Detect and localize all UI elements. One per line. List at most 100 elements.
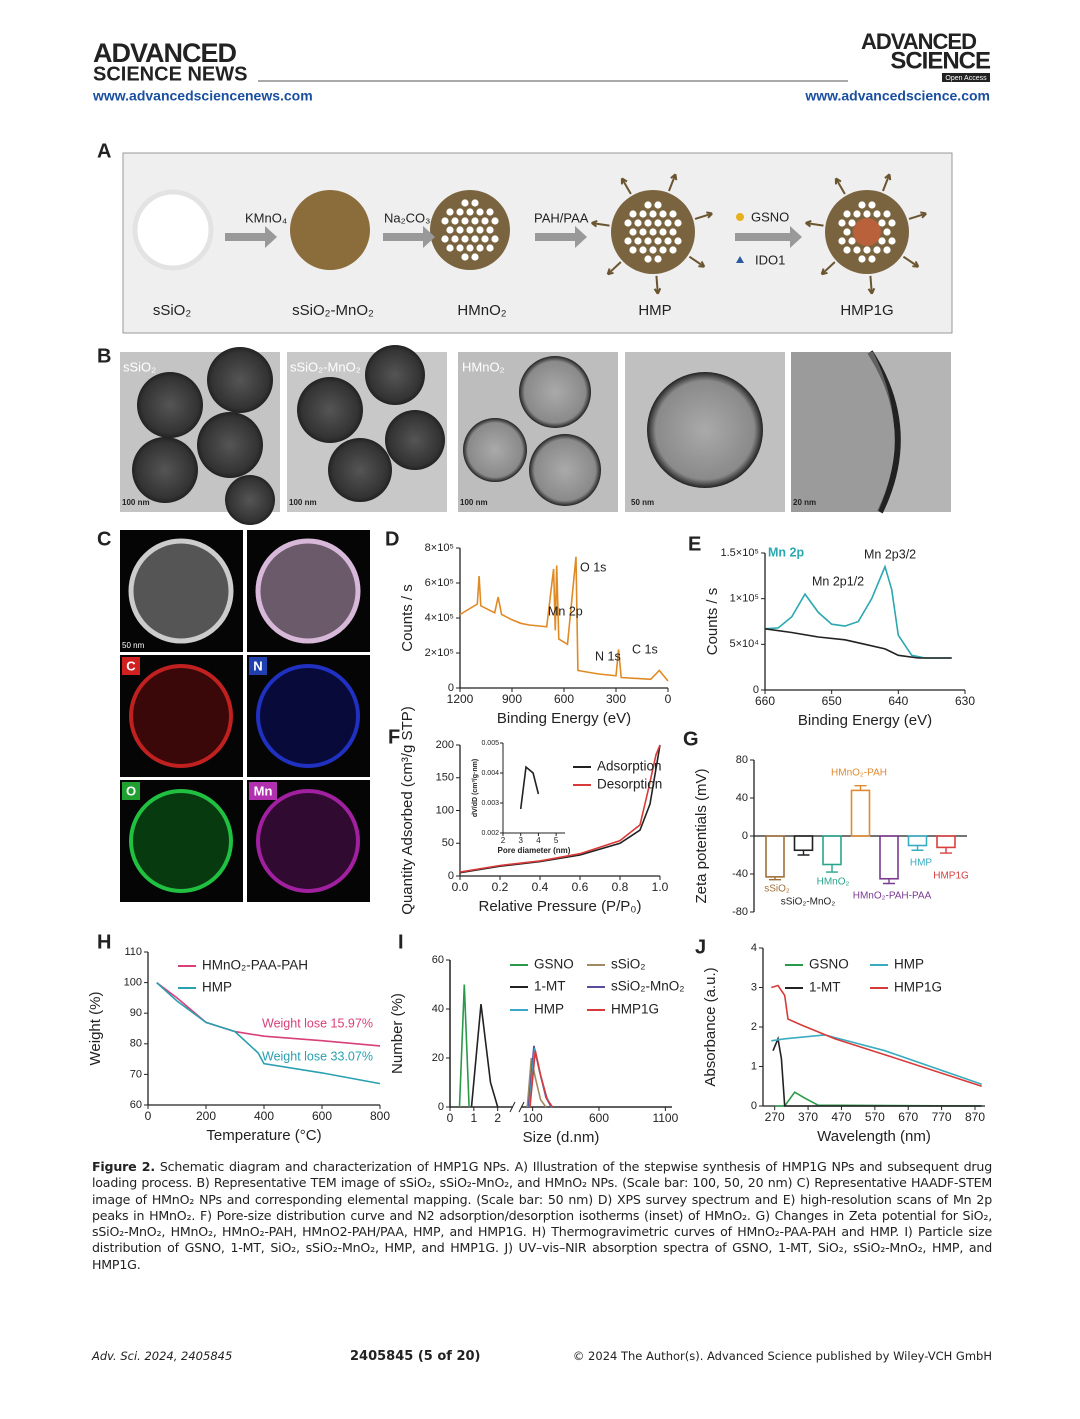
pore <box>674 219 682 227</box>
y-tick-label: 1×10⁵ <box>730 593 759 605</box>
bar <box>793 835 814 852</box>
pore <box>461 235 469 243</box>
y-axis-title: Number (%) <box>389 993 406 1074</box>
legend-label: IDO1 <box>755 252 785 267</box>
x-tick-label: 1 <box>471 1111 478 1125</box>
url[interactable]: www.advancedscience.com <box>804 88 990 104</box>
ligand-head <box>920 211 927 219</box>
arrow-label: Na₂CO₃ <box>384 210 430 225</box>
pore <box>446 226 454 234</box>
y-axis-title: Counts / s <box>399 584 416 652</box>
pore <box>659 228 667 236</box>
y-tick-label: 0 <box>751 1100 757 1112</box>
pore <box>471 199 479 207</box>
element-label: O <box>126 783 136 798</box>
panel-label: C <box>97 528 111 550</box>
legend-label: GSNO <box>809 957 849 972</box>
error-bar <box>854 784 867 791</box>
pore <box>471 253 479 261</box>
y-axis-title: Zeta potentials (mV) <box>693 768 710 903</box>
series-line <box>156 981 381 1047</box>
panel-label: F <box>388 726 400 748</box>
pore <box>843 246 851 254</box>
pore <box>639 228 647 236</box>
y-tick-label: 40 <box>432 1003 444 1015</box>
ligand-head <box>698 260 706 268</box>
pore <box>466 208 474 216</box>
arrow-label: KMnO₄ <box>245 210 287 225</box>
url[interactable]: www.advancedsciencenews.com <box>92 88 313 104</box>
pore <box>639 246 647 254</box>
legend-label: GSNO <box>534 957 574 972</box>
tem-images <box>120 345 951 525</box>
ligand <box>882 173 891 192</box>
x-tick-label: 900 <box>502 692 522 706</box>
x-tick-label: 600 <box>554 692 574 706</box>
ligand-head <box>834 177 842 185</box>
footer-journal: Adv. Sci. 2024, 2405845 <box>92 1349 233 1363</box>
y-tick-label: 50 <box>442 837 454 849</box>
annotation: Weight lose 33.07% <box>262 1049 373 1063</box>
pore <box>664 237 672 245</box>
series-line <box>529 1050 554 1108</box>
x-tick-label: 0.0 <box>452 880 469 894</box>
error-bar <box>797 850 810 856</box>
y-tick-label: 0.002 <box>481 830 499 837</box>
error-bar <box>826 864 838 873</box>
drug-core <box>853 218 881 246</box>
y-tick-label: -40 <box>732 868 748 880</box>
series-line <box>774 1091 982 1107</box>
ligand-head <box>606 268 614 276</box>
pore <box>848 219 856 227</box>
x-tick-label: 100 <box>523 1111 543 1125</box>
ligand-head <box>820 268 828 276</box>
pore <box>853 210 861 218</box>
x-tick-label: 300 <box>606 692 626 706</box>
pore <box>654 201 662 209</box>
ligand-head <box>912 260 920 268</box>
bar <box>879 835 899 880</box>
x-tick-label: 1100 <box>652 1111 678 1125</box>
pore <box>848 237 856 245</box>
y-tick-label: 0 <box>448 682 454 694</box>
pore <box>878 237 886 245</box>
series-line <box>470 1004 499 1108</box>
ligand-head <box>867 287 876 295</box>
legend-label: sSiO₂ <box>611 957 646 972</box>
caption: Figure 2. Schematic diagram and characte… <box>92 1159 992 1273</box>
pore <box>476 208 484 216</box>
y-tick-label: 80 <box>736 754 748 766</box>
y-tick-label: 8×10⁵ <box>425 542 454 554</box>
pore <box>883 228 891 236</box>
x-tick-label: 770 <box>932 1110 952 1124</box>
annotation: O 1s <box>580 560 606 574</box>
x-tick-label: 5 <box>554 836 559 845</box>
element-label: N <box>253 658 262 673</box>
bar <box>907 835 928 847</box>
pore <box>669 246 677 254</box>
bar-label: HMnO₂-PAH <box>831 768 887 779</box>
x-tick-label: 0 <box>145 1109 152 1123</box>
x-tick-label: 640 <box>888 694 908 708</box>
footer-copyright: © 2024 The Author(s). Advanced Science p… <box>572 1349 992 1363</box>
panel-label: J <box>695 936 706 958</box>
x-tick-label: 2 <box>494 1111 501 1125</box>
pore <box>456 208 464 216</box>
ligand <box>908 212 927 220</box>
pore <box>649 246 657 254</box>
pore <box>873 210 881 218</box>
legend-label: HMP1G <box>894 980 942 995</box>
scale-bar: 100 nm <box>460 498 488 507</box>
inset-x-title: Pore diameter (nm) <box>498 846 571 855</box>
x-tick-label: 630 <box>955 694 975 708</box>
pore <box>644 219 652 227</box>
logo: SCIENCE NEWS <box>93 63 247 85</box>
caption-text: Schematic diagram and characterization o… <box>92 1159 992 1272</box>
pore <box>888 237 896 245</box>
step-label: sSiO₂ <box>153 302 192 319</box>
axis-break-mark <box>509 1101 525 1113</box>
y-tick-label: 0.004 <box>481 770 499 777</box>
x-tick-label: 670 <box>898 1110 918 1124</box>
series-line <box>458 984 470 1108</box>
